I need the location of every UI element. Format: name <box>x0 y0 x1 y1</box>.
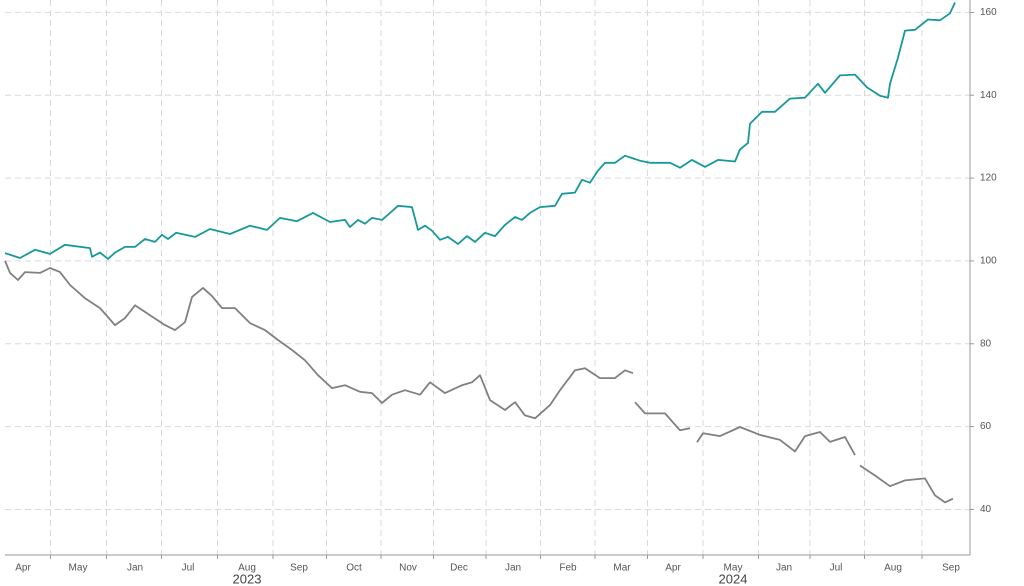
x-tick-label: Dec <box>450 563 468 574</box>
x-tick-label: May <box>724 563 743 574</box>
year-label: 2024 <box>719 571 748 586</box>
y-tick-label: 160 <box>980 7 997 18</box>
x-tick-label: Sep <box>290 563 308 574</box>
x-tick-label: Feb <box>559 563 577 574</box>
year-label: 2023 <box>233 571 262 586</box>
x-tick-label: Jan <box>127 563 143 574</box>
x-tick-label: Jan <box>776 563 792 574</box>
x-tick-label: Jul <box>830 563 843 574</box>
x-tick-label: Nov <box>399 563 417 574</box>
x-tick-label: Aug <box>884 563 902 574</box>
y-tick-label: 120 <box>980 173 997 184</box>
x-tick-label: Apr <box>15 563 31 574</box>
x-tick-label: Apr <box>665 563 681 574</box>
x-tick-label: May <box>69 563 88 574</box>
y-tick-label: 140 <box>980 90 997 101</box>
y-tick-label: 40 <box>980 504 992 515</box>
y-tick-label: 80 <box>980 338 992 349</box>
x-tick-label: Sep <box>942 563 960 574</box>
x-tick-label: Jul <box>182 563 195 574</box>
x-tick-label: Aug <box>238 563 256 574</box>
x-tick-label: Oct <box>346 563 362 574</box>
y-tick-label: 60 <box>980 421 992 432</box>
series-line <box>4 260 954 504</box>
y-tick-label: 100 <box>980 256 997 267</box>
x-tick-label: Jan <box>505 563 521 574</box>
series-line <box>4 2 956 260</box>
x-tick-label: Mar <box>613 563 631 574</box>
